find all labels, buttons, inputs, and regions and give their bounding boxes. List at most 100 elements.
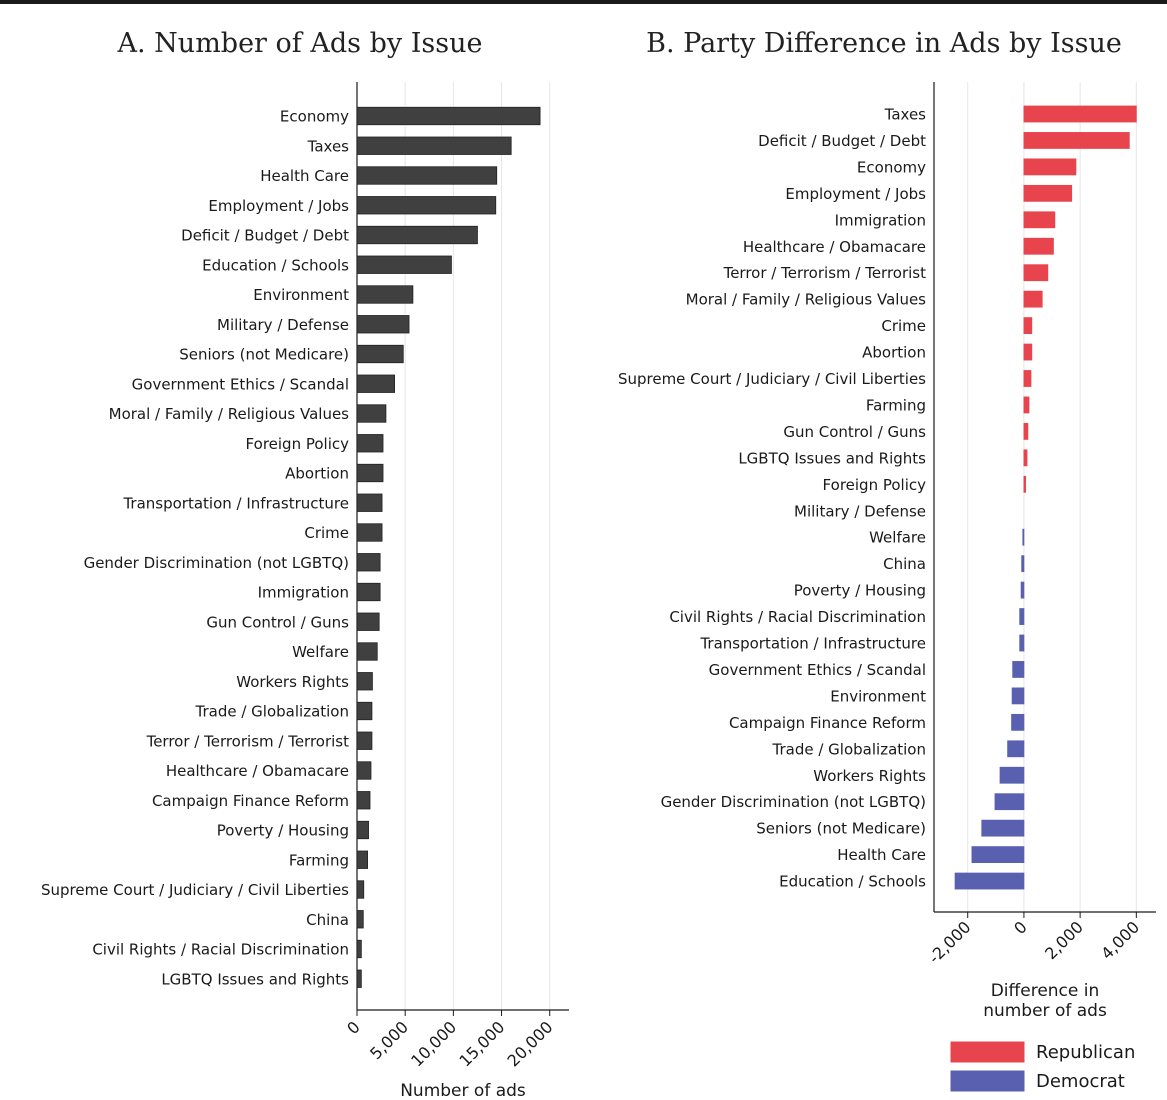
category-label: Moral / Family / Religious Values — [109, 405, 350, 423]
top-rule — [0, 0, 1167, 4]
bar — [356, 969, 362, 988]
category-label: Gender Discrimination (not LGBTQ) — [84, 554, 349, 572]
bar — [1023, 132, 1130, 149]
category-label: Farming — [866, 396, 926, 414]
category-label: Education / Schools — [779, 873, 926, 891]
category-label: Supreme Court / Judiciary / Civil Libert… — [618, 370, 926, 388]
bar — [356, 493, 383, 512]
category-label: Transportation / Infrastructure — [699, 635, 926, 653]
category-label: Supreme Court / Judiciary / Civil Libert… — [41, 881, 349, 899]
category-label: Immigration — [258, 584, 349, 602]
category-label: Crime — [881, 317, 926, 335]
bar — [1021, 555, 1025, 573]
bar — [356, 196, 497, 215]
category-label: Military / Defense — [794, 502, 926, 520]
category-label: Health Care — [260, 167, 349, 185]
category-label: Crime — [304, 524, 349, 542]
category-label: Poverty / Housing — [794, 582, 926, 600]
category-label: Transportation / Infrastructure — [122, 494, 349, 512]
bar — [1023, 343, 1033, 361]
bar — [356, 642, 378, 661]
bar — [356, 910, 364, 929]
category-label: Gun Control / Guns — [206, 613, 349, 631]
category-label: Government Ethics / Scandal — [709, 661, 926, 679]
category-label: Government Ethics / Scandal — [132, 375, 349, 393]
bar — [356, 255, 452, 274]
bar — [1023, 211, 1056, 229]
bar — [1019, 634, 1025, 652]
category-label: Civil Rights / Racial Discrimination — [92, 941, 349, 959]
bar — [994, 793, 1025, 811]
bar — [356, 850, 369, 869]
legend-label: Republican — [1036, 1042, 1135, 1063]
bar — [1023, 264, 1049, 282]
bar — [356, 880, 365, 899]
x-tick-label: 5,000 — [366, 1017, 412, 1063]
bar — [1023, 158, 1077, 176]
category-label: Civil Rights / Racial Discrimination — [669, 608, 926, 626]
bar — [1023, 290, 1043, 308]
x-axis-label-line: Difference in — [991, 981, 1100, 1001]
chart-title: B. Party Difference in Ads by Issue — [646, 28, 1122, 59]
category-label: Employment / Jobs — [785, 185, 926, 203]
category-label: Gender Discrimination (not LGBTQ) — [661, 793, 926, 811]
bar — [356, 672, 373, 691]
bar — [1023, 449, 1028, 467]
bar — [999, 766, 1025, 784]
category-label: Campaign Finance Reform — [152, 792, 349, 810]
category-label: LGBTQ Issues and Rights — [738, 449, 926, 467]
bar — [356, 553, 381, 572]
chart-title: A. Number of Ads by Issue — [117, 28, 483, 59]
bar — [1012, 661, 1025, 678]
bar — [356, 404, 387, 423]
bar — [356, 791, 371, 810]
category-label: Terror / Terrorism / Terrorist — [723, 264, 927, 282]
bar — [356, 761, 372, 780]
category-label: Military / Defense — [217, 316, 349, 334]
category-label: Immigration — [835, 211, 926, 229]
bar — [1007, 740, 1025, 758]
category-label: Seniors (not Medicare) — [179, 346, 349, 364]
category-label: Economy — [280, 108, 349, 126]
x-tick-label: 2,000 — [1041, 917, 1087, 963]
category-label: Employment / Jobs — [208, 197, 349, 215]
category-label: Gun Control / Guns — [783, 423, 926, 441]
bar — [1023, 396, 1030, 414]
bar — [356, 136, 512, 155]
bar — [1011, 713, 1025, 731]
category-label: Moral / Family / Religious Values — [686, 291, 927, 309]
bar — [356, 166, 498, 185]
bar — [356, 225, 478, 245]
bar — [1011, 687, 1025, 705]
category-label: Poverty / Housing — [217, 822, 349, 840]
bar — [356, 701, 373, 721]
bar — [971, 846, 1025, 863]
bar — [1023, 105, 1137, 123]
bar — [356, 106, 541, 126]
category-label: Economy — [857, 158, 926, 176]
category-label: Foreign Policy — [823, 476, 927, 494]
category-label: China — [883, 555, 926, 573]
category-label: Healthcare / Obamacare — [743, 238, 926, 256]
bar — [356, 612, 380, 631]
category-label: Deficit / Budget / Debt — [181, 227, 349, 245]
category-label: Environment — [830, 687, 926, 705]
bar — [356, 939, 362, 959]
bar — [1023, 184, 1073, 202]
bar — [356, 731, 373, 750]
bar — [356, 434, 384, 453]
category-label: Trade / Globalization — [772, 740, 926, 758]
legend-label: Democrat — [1036, 1071, 1125, 1092]
category-label: Foreign Policy — [246, 435, 350, 453]
category-label: Taxes — [884, 106, 927, 124]
legend-swatch — [950, 1070, 1025, 1092]
category-label: Taxes — [307, 137, 350, 155]
x-tick-label: 4,000 — [1097, 917, 1143, 963]
category-label: Terror / Terrorism / Terrorist — [146, 732, 350, 750]
x-axis-label: Difference in number of ads — [983, 981, 1107, 1021]
category-label: Deficit / Budget / Debt — [758, 132, 926, 150]
legend-swatch — [950, 1041, 1025, 1063]
category-label: Welfare — [869, 529, 926, 547]
category-label: Healthcare / Obamacare — [166, 762, 349, 780]
